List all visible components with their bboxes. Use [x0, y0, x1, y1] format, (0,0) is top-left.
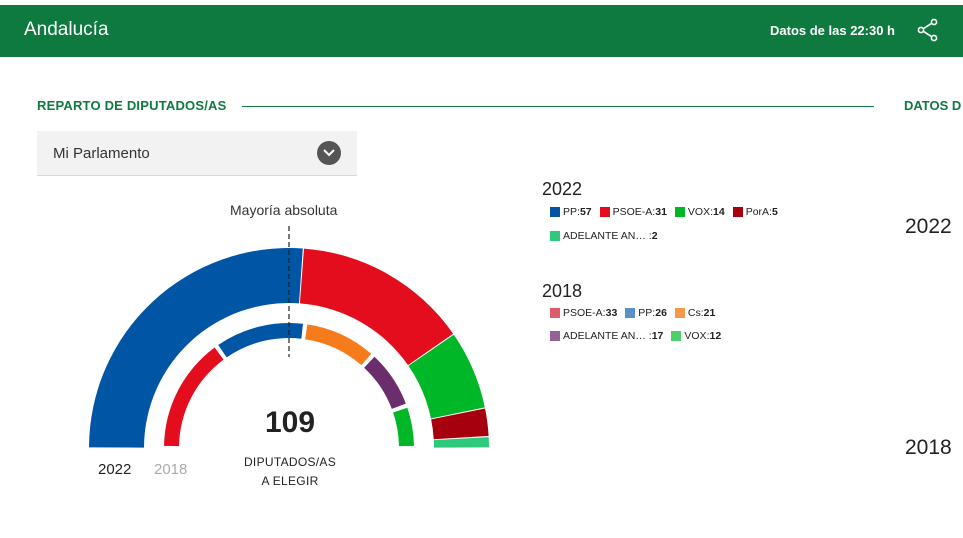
right-section-title: DATOS D: [904, 98, 962, 113]
right-year-2018: 2018: [905, 436, 952, 459]
legend-seat-count: 17: [651, 330, 664, 342]
legend-party-name: ADELANTE AN… :: [563, 230, 652, 242]
legend-party-name: PP:: [638, 307, 656, 319]
legend-swatch: [550, 308, 560, 318]
tab-2022[interactable]: 2022: [98, 461, 132, 478]
legend-year-2018: 2018: [542, 281, 583, 301]
legend-swatch: [550, 207, 560, 217]
seat-arc-2018-cs[interactable]: [305, 324, 372, 366]
legend-2018-item: ADELANTE AN… :17: [550, 330, 663, 342]
legend-2018-item: PSOE-A: 33: [550, 307, 617, 319]
legend-2018-item: Cs: 21: [674, 307, 716, 319]
section-divider: [242, 106, 874, 107]
legend-party-name: PSOE-A:: [563, 307, 606, 319]
seat-arc-2018-vox[interactable]: [393, 407, 414, 447]
legend-swatch: [671, 331, 682, 341]
legend-party-name: PP:: [563, 206, 580, 218]
legend-swatch: [674, 207, 685, 217]
legend-seat-count: 33: [605, 307, 618, 319]
legend-swatch: [550, 331, 560, 341]
legend-2018-row2: ADELANTE AN… :17 VOX: 12: [550, 330, 729, 344]
total-seats-caption: DIPUTADOS/AS A ELEGIR: [200, 453, 380, 491]
legend-party-name: VOX:: [684, 330, 710, 342]
legend-seat-count: 12: [709, 330, 722, 342]
legend-swatch: [674, 308, 685, 318]
legend-2022-item: ADELANTE AN… :2: [550, 230, 658, 242]
legend-seat-count: 31: [655, 206, 667, 218]
tab-2018[interactable]: 2018: [154, 461, 188, 478]
legend-2022-item: PorA: 5: [732, 206, 778, 218]
data-time-label: Datos de las 22:30 h: [770, 23, 895, 38]
legend-party-name: ADELANTE AN… :: [563, 330, 652, 342]
chevron-down-icon: [317, 141, 341, 165]
legend-party-name: PorA:: [745, 206, 772, 218]
legend-swatch: [550, 231, 560, 241]
legend-swatch: [599, 207, 610, 217]
legend-2022-item: VOX: 14: [674, 206, 725, 218]
share-icon[interactable]: [915, 17, 941, 43]
seat-arc-2022-pora[interactable]: [431, 408, 489, 440]
legend-2018-item: VOX: 12: [671, 330, 721, 342]
legend-seat-count: 26: [655, 307, 667, 319]
seat-arc-2022-adelantean[interactable]: [433, 437, 489, 448]
legend-seat-count: 14: [713, 206, 725, 218]
legend-year-2022: 2022: [542, 179, 583, 199]
seat-arc-2022-vox[interactable]: [408, 334, 485, 419]
legend-2022-item: PSOE-A: 31: [599, 206, 667, 218]
legend-2022-item: PP: 57: [550, 206, 592, 218]
top-bar: Andalucía Datos de las 22:30 h: [0, 5, 963, 57]
legend-swatch: [732, 207, 743, 217]
legend-2022-row2: ADELANTE AN… :2: [550, 230, 666, 244]
seat-arc-2022-psoea[interactable]: [299, 248, 454, 366]
legend-party-name: PSOE-A:: [612, 206, 656, 218]
chamber-select-value: Mi Parlamento: [53, 145, 150, 162]
section-title: REPARTO DE DIPUTADOS/AS: [37, 98, 227, 113]
legend-2018-item: PP: 26: [625, 307, 667, 319]
majority-label: Mayoría absoluta: [230, 202, 338, 218]
total-caption-line2: A ELEGIR: [261, 474, 319, 488]
legend-party-name: Cs:: [687, 307, 704, 319]
seat-arc-2018-pp[interactable]: [218, 323, 303, 358]
total-seats: 109: [264, 406, 316, 439]
chamber-select[interactable]: Mi Parlamento: [37, 131, 357, 176]
legend-seat-count: 57: [579, 206, 592, 218]
legend-swatch: [625, 308, 636, 318]
legend-2018-row1: PSOE-A: 33 PP: 26 Cs: 21: [550, 307, 723, 321]
right-year-2022: 2022: [905, 215, 952, 238]
legend-party-name: VOX:: [687, 206, 714, 218]
legend-seat-count: 21: [703, 307, 716, 319]
seat-arc-2018-adelantean[interactable]: [364, 356, 406, 409]
legend-2022-row1: PP: 57 PSOE-A: 31 VOX: 14 PorA: 5: [550, 206, 786, 220]
region-title: Andalucía: [24, 19, 109, 40]
legend-seat-count: 5: [771, 206, 778, 218]
legend-seat-count: 2: [651, 230, 658, 242]
total-caption-line1: DIPUTADOS/AS: [243, 455, 337, 469]
